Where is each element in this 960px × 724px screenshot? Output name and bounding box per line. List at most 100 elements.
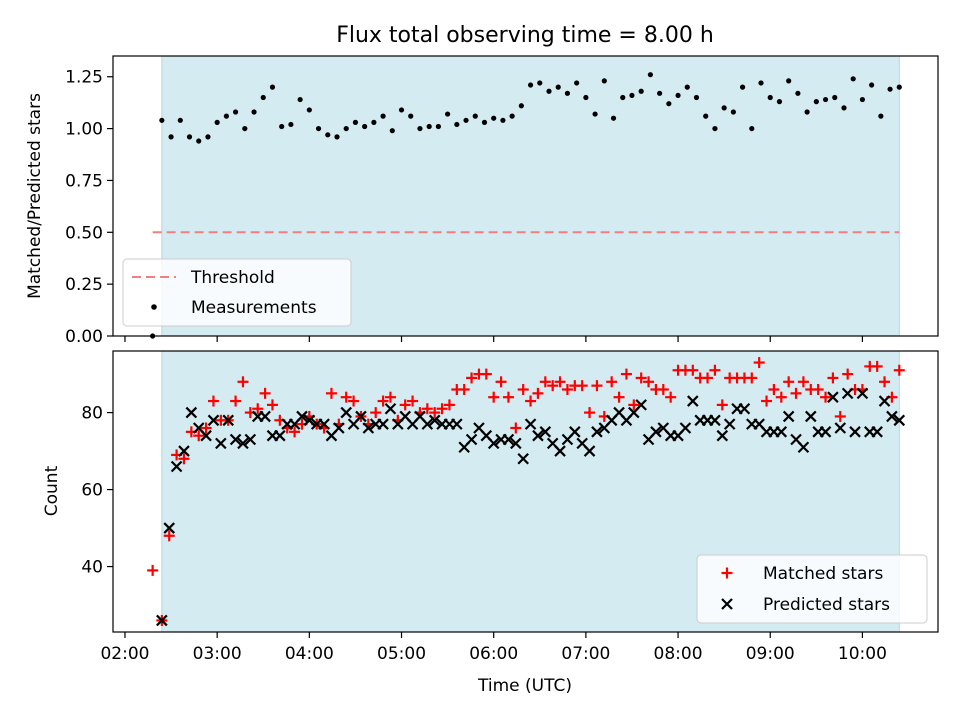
measurement-point — [574, 80, 580, 86]
bottom-legend-box — [696, 554, 928, 624]
measurement-point — [159, 117, 165, 123]
predicted-star-point-b — [591, 426, 603, 438]
predicted-star-point — [687, 395, 699, 407]
predicted-star-point — [510, 437, 522, 450]
predicted-star-point — [274, 429, 286, 442]
measurement-point — [371, 119, 377, 125]
predicted-star-point-b — [215, 437, 227, 450]
predicted-star-point-b — [237, 437, 249, 450]
measurement-point — [684, 84, 690, 90]
predicted-star-point-b — [554, 445, 566, 457]
predicted-star-point-b — [502, 433, 515, 446]
matched-star-point — [893, 364, 905, 376]
legend-measurement-swatch — [151, 304, 157, 310]
measurement-point — [260, 94, 266, 101]
predicted-star-point-b — [163, 522, 176, 534]
measurement-point — [693, 94, 700, 101]
measurement-point — [362, 123, 368, 130]
bottom-y-axis-ticks: 40 60 80 — [81, 404, 113, 578]
predicted-star-point — [215, 437, 227, 450]
measurement-point — [426, 123, 432, 130]
predicted-star-point — [333, 422, 345, 434]
top-plot-frame — [112, 55, 939, 337]
predicted-star-point-b — [797, 441, 810, 454]
top-y-tick-label: 0.50 — [65, 223, 103, 243]
measurement-point — [168, 134, 174, 140]
predicted-star-point-b — [318, 418, 330, 430]
measurement-point — [859, 96, 866, 103]
x-tick-label: 09:00 — [746, 644, 795, 664]
top-y-tick-label: 0.00 — [65, 327, 103, 347]
measurement-point — [509, 113, 515, 119]
predicted-star-point — [296, 410, 308, 423]
measurement-points — [150, 72, 902, 339]
matched-star-point — [532, 387, 544, 399]
predicted-star-point-b — [805, 410, 817, 423]
top-panel: 0.00 0.25 0.50 0.75 1.00 1.25 Matched/Predict… — [25, 55, 939, 347]
predicted-star-point-b — [451, 418, 463, 430]
predicted-star-point-b — [178, 445, 190, 457]
predicted-star-point — [421, 418, 434, 430]
predicted-star-point-b — [421, 418, 434, 430]
matched-star-point — [510, 422, 522, 434]
matched-star-point — [502, 391, 514, 403]
predicted-star-point-b — [583, 445, 596, 457]
matched-star-point — [458, 383, 470, 395]
predicted-star-point — [635, 399, 647, 411]
predicted-star-point-b — [207, 414, 220, 427]
predicted-star-point — [340, 406, 352, 419]
bottom-y-tick-label: 80 — [81, 404, 103, 424]
predicted-star-point — [827, 391, 839, 403]
predicted-star-point-b — [340, 406, 352, 419]
measurement-point — [352, 119, 359, 125]
matched-star-point — [340, 391, 352, 403]
measurement-point — [675, 92, 681, 99]
top-x-axis-ticks — [124, 336, 864, 342]
matched-star-point — [377, 395, 389, 407]
predicted-star-point — [716, 429, 729, 442]
measurement-point — [343, 125, 349, 132]
x-tick-label: 10:00 — [838, 644, 887, 664]
matched-star-point — [842, 368, 854, 380]
bottom-panel: 40 60 80 02:00 03:00 04:00 05:00 06:00 07:00 08:… — [42, 350, 939, 664]
x-tick-label: 02:00 — [100, 644, 149, 664]
measurement-point — [638, 88, 644, 94]
measurement-point — [647, 72, 654, 78]
matched-star-point — [584, 407, 596, 419]
predicted-star-point — [163, 522, 176, 534]
matched-star-point — [783, 376, 795, 388]
matched-star-point — [348, 395, 360, 407]
predicted-star-point — [834, 422, 847, 434]
measurement-point — [767, 94, 773, 101]
predicted-star-point — [178, 445, 190, 457]
matched-star-point — [643, 376, 655, 388]
predicted-star-point — [170, 460, 183, 473]
predicted-star-point — [856, 387, 869, 400]
predicted-star-point — [451, 418, 463, 430]
predicted-star-point-b — [819, 426, 832, 438]
matched-star-point — [466, 372, 478, 384]
predicted-star-point-b — [303, 414, 316, 427]
matched-star-point — [517, 383, 529, 395]
predicted-star-point — [259, 410, 271, 423]
measurement-point — [491, 115, 497, 121]
x-tick-label: 08:00 — [654, 644, 703, 664]
predicted-star-point-b — [355, 410, 367, 423]
predicted-star-point — [377, 418, 389, 430]
predicted-star-point — [709, 414, 721, 427]
legend-predicted-swatch — [721, 598, 733, 610]
matched-star-point — [207, 395, 219, 407]
measurement-point — [251, 109, 257, 115]
measurement-point — [896, 84, 902, 90]
matched-star-point — [871, 360, 883, 372]
predicted-star-point-b — [834, 422, 847, 434]
bottom-x-axis-ticks: 02:00 03:00 04:00 05:00 06:00 07:00 08:00 09:00… — [100, 632, 887, 664]
predicted-star-point — [200, 429, 212, 442]
predicted-star-point-b — [244, 433, 257, 446]
measurement-point — [620, 94, 626, 101]
predicted-star-point-b — [524, 418, 537, 430]
predicted-star-point — [782, 410, 795, 423]
predicted-star-point — [222, 414, 235, 427]
x-axis-label: Time (UTC) — [477, 676, 572, 696]
